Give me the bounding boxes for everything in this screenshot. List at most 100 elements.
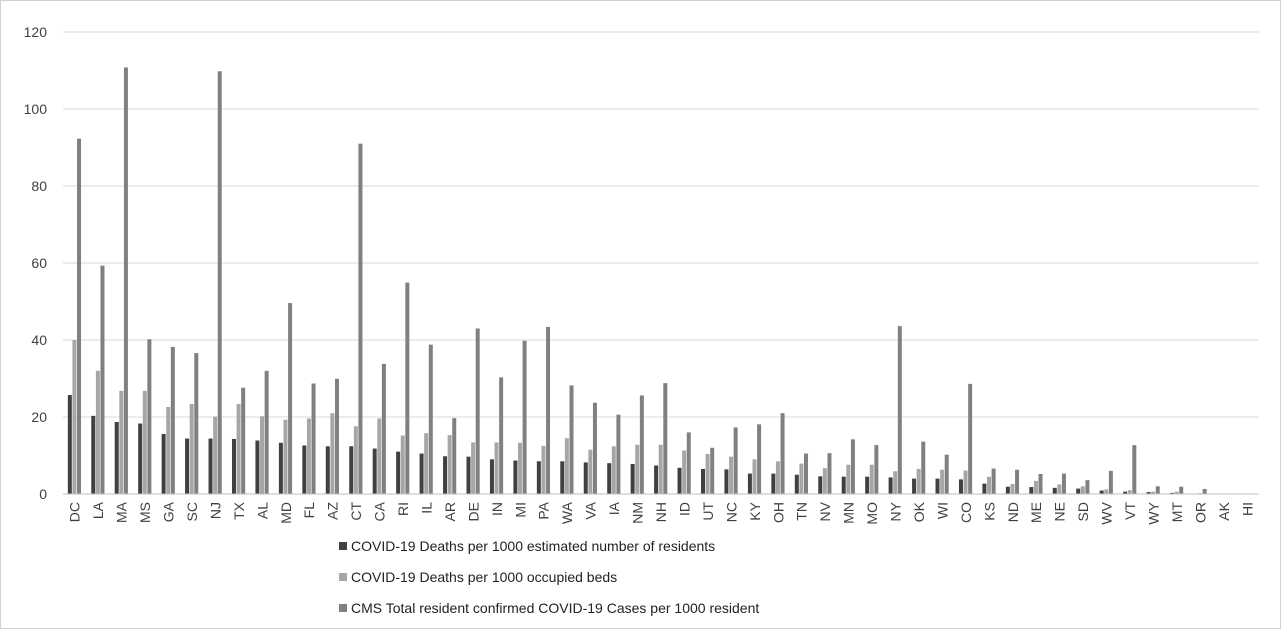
bar-tx-series-1 bbox=[231, 438, 236, 494]
bar-ct-series-2 bbox=[353, 426, 358, 494]
bar-mo-series-1 bbox=[865, 476, 870, 494]
bar-id-series-3 bbox=[686, 432, 691, 494]
bar-nh-series-1 bbox=[654, 465, 659, 494]
bar-de-series-2 bbox=[471, 442, 476, 494]
bar-oh-series-1 bbox=[771, 473, 776, 494]
bar-az-series-3 bbox=[334, 378, 339, 494]
x-tick-label: ME bbox=[1028, 502, 1044, 523]
bar-tx-series-3 bbox=[241, 387, 246, 494]
x-tick-label: NM bbox=[630, 502, 646, 524]
x-tick-label: WI bbox=[934, 502, 950, 519]
bar-ia-series-1 bbox=[607, 463, 612, 494]
bar-mn-series-2 bbox=[846, 464, 851, 494]
bar-pa-series-2 bbox=[541, 445, 546, 494]
bar-md-series-3 bbox=[288, 303, 293, 494]
bar-la-series-1 bbox=[91, 415, 96, 494]
bar-al-series-2 bbox=[260, 416, 265, 494]
bar-nm-series-2 bbox=[635, 444, 640, 494]
bar-ct-series-3 bbox=[358, 143, 363, 494]
bar-vt-series-2 bbox=[1127, 490, 1132, 494]
bar-vt-series-1 bbox=[1123, 491, 1128, 494]
x-tick-label: VT bbox=[1122, 502, 1138, 520]
bar-ma-series-1 bbox=[114, 422, 119, 494]
x-tick-label: OK bbox=[911, 501, 927, 522]
x-axis-labels: DC LA MA MS GA SC NJ TX AL MD FL AZ CT CA RI IL AR DE IN MI… bbox=[67, 501, 1256, 524]
bar-ky-series-3 bbox=[757, 424, 762, 494]
bars bbox=[67, 67, 1207, 495]
x-tick-label: UT bbox=[700, 502, 716, 521]
bar-ri-series-3 bbox=[405, 282, 410, 494]
bar-in-series-3 bbox=[499, 377, 504, 494]
x-tick-label: TN bbox=[794, 502, 810, 521]
legend-swatch bbox=[339, 604, 347, 612]
bar-ms-series-1 bbox=[138, 423, 143, 494]
y-axis-labels: 0 20 40 60 80 100 120 bbox=[24, 24, 48, 502]
bar-wv-series-3 bbox=[1108, 470, 1113, 494]
bar-me-series-3 bbox=[1038, 473, 1043, 494]
bar-sd-series-2 bbox=[1080, 486, 1085, 494]
bar-pa-series-3 bbox=[546, 326, 551, 494]
x-tick-label: AK bbox=[1216, 501, 1232, 520]
bar-id-series-2 bbox=[682, 450, 687, 494]
bar-ar-series-2 bbox=[447, 435, 452, 494]
bar-co-series-3 bbox=[968, 383, 973, 494]
bar-il-series-2 bbox=[424, 433, 429, 494]
bar-nv-series-3 bbox=[827, 453, 832, 494]
bar-wy-series-1 bbox=[1146, 492, 1151, 494]
bar-de-series-3 bbox=[475, 328, 480, 494]
bar-oh-series-2 bbox=[775, 461, 780, 494]
x-tick-label: CO bbox=[958, 502, 974, 523]
bar-nd-series-1 bbox=[1005, 486, 1010, 494]
bar-al-series-1 bbox=[255, 440, 260, 494]
bar-la-series-3 bbox=[100, 265, 105, 494]
bar-mi-series-1 bbox=[513, 460, 518, 494]
legend-swatch bbox=[339, 542, 347, 550]
bar-wy-series-2 bbox=[1151, 491, 1156, 494]
bar-tn-series-3 bbox=[804, 453, 809, 494]
x-tick-label: TX bbox=[231, 501, 247, 520]
bar-nc-series-3 bbox=[733, 427, 738, 494]
x-tick-label: KY bbox=[747, 501, 763, 520]
bar-wa-series-3 bbox=[569, 385, 574, 494]
y-tick-label: 60 bbox=[31, 255, 47, 271]
x-tick-label: WY bbox=[1145, 501, 1161, 524]
bar-tn-series-2 bbox=[799, 463, 804, 494]
bar-va-series-1 bbox=[583, 462, 588, 494]
bar-mn-series-3 bbox=[850, 439, 855, 494]
bar-ok-series-1 bbox=[912, 478, 917, 494]
x-tick-label: IA bbox=[606, 501, 622, 515]
bar-nd-series-3 bbox=[1015, 469, 1020, 494]
y-tick-label: 40 bbox=[31, 332, 47, 348]
bar-ia-series-3 bbox=[616, 414, 621, 494]
bar-ar-series-3 bbox=[452, 418, 457, 494]
bar-tn-series-1 bbox=[794, 474, 799, 494]
x-tick-label: MN bbox=[841, 502, 857, 524]
bar-va-series-2 bbox=[588, 449, 593, 494]
bar-la-series-2 bbox=[95, 370, 100, 494]
bar-dc-series-2 bbox=[72, 340, 77, 494]
bar-ut-series-2 bbox=[705, 453, 710, 494]
y-tick-label: 80 bbox=[31, 178, 47, 194]
x-tick-label: NC bbox=[723, 502, 739, 522]
bar-nh-series-3 bbox=[663, 383, 668, 494]
x-tick-label: NH bbox=[653, 502, 669, 522]
bar-sd-series-1 bbox=[1076, 488, 1081, 494]
bar-ne-series-1 bbox=[1052, 487, 1057, 494]
bar-ga-series-2 bbox=[166, 406, 171, 494]
bar-ms-series-2 bbox=[142, 390, 147, 494]
legend-label: COVID-19 Deaths per 1000 occupied beds bbox=[351, 569, 617, 585]
x-tick-label: PA bbox=[536, 501, 552, 519]
x-tick-label: IL bbox=[418, 502, 434, 514]
bar-ca-series-3 bbox=[381, 363, 386, 494]
x-tick-label: NV bbox=[817, 501, 833, 521]
bar-ok-series-2 bbox=[916, 468, 921, 494]
x-tick-label: LA bbox=[90, 501, 106, 519]
bar-nv-series-1 bbox=[818, 476, 823, 494]
x-tick-label: CT bbox=[348, 502, 364, 521]
x-tick-label: NJ bbox=[207, 502, 223, 519]
bar-wv-series-2 bbox=[1104, 489, 1109, 494]
x-tick-label: NY bbox=[888, 501, 904, 521]
bar-ky-series-1 bbox=[747, 473, 752, 494]
bar-in-series-1 bbox=[489, 459, 494, 494]
